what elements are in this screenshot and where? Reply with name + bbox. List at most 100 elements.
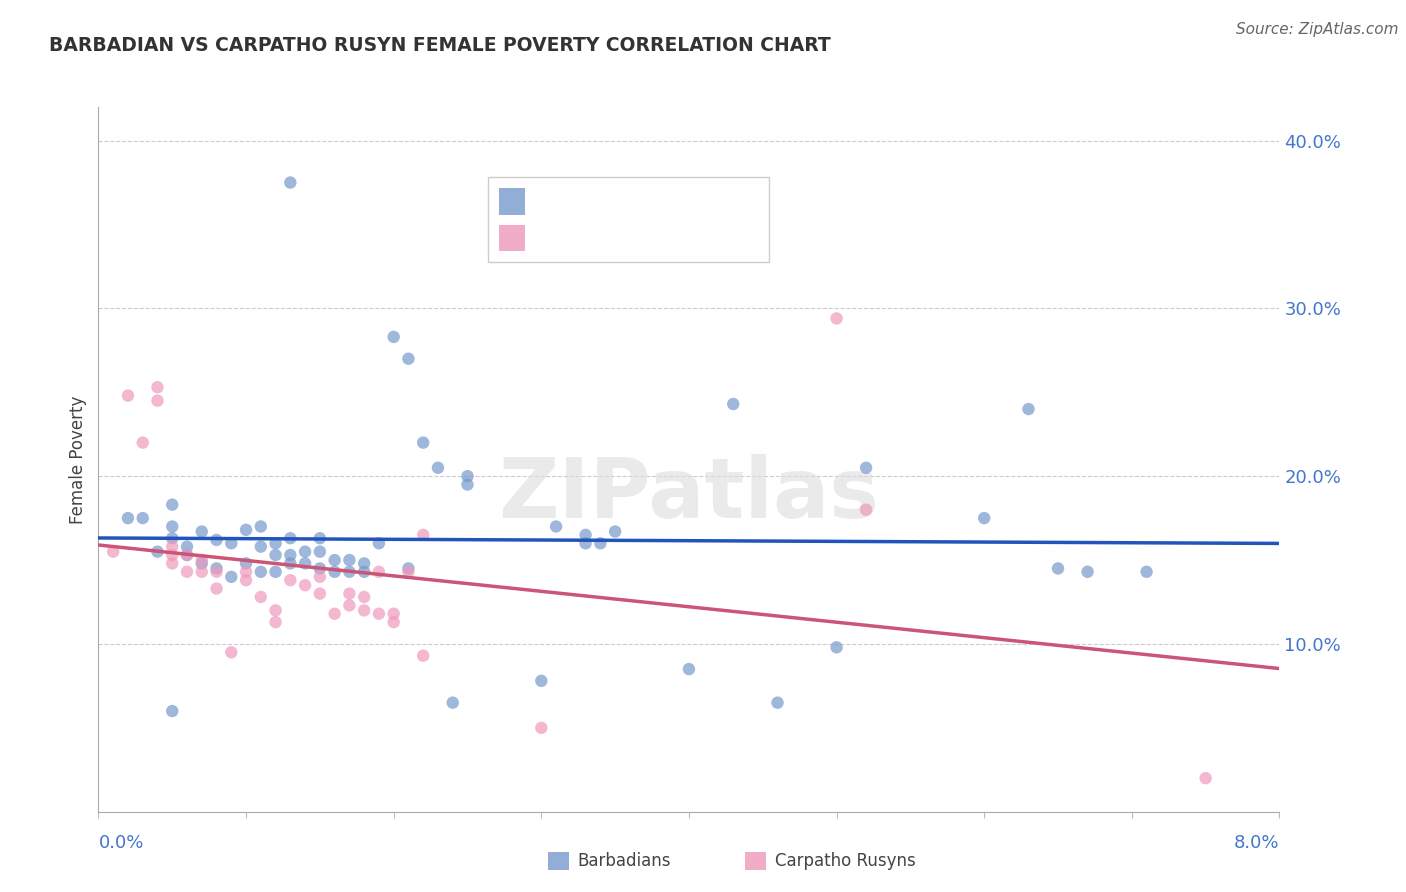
Point xyxy=(250,519,273,533)
Point xyxy=(103,544,125,558)
Point xyxy=(280,176,302,190)
Point xyxy=(162,498,183,512)
Point xyxy=(280,557,302,571)
Text: R =: R = xyxy=(533,229,569,247)
Point xyxy=(235,565,257,579)
Y-axis label: Female Poverty: Female Poverty xyxy=(69,395,87,524)
Point xyxy=(146,544,169,558)
Point xyxy=(973,511,995,525)
Point xyxy=(1077,565,1099,579)
Point xyxy=(250,540,273,554)
Point xyxy=(294,557,316,571)
Point xyxy=(235,523,257,537)
Point xyxy=(132,435,155,450)
Point xyxy=(250,565,273,579)
Point xyxy=(1046,561,1070,575)
Point xyxy=(221,570,243,584)
Point xyxy=(398,561,420,575)
Point xyxy=(309,586,332,600)
Point xyxy=(162,548,183,562)
Point xyxy=(382,330,405,344)
Point xyxy=(176,540,198,554)
Point xyxy=(205,561,228,575)
Point xyxy=(162,704,183,718)
Point xyxy=(546,519,568,533)
Point xyxy=(162,540,183,554)
Point xyxy=(368,536,391,550)
Point xyxy=(280,548,302,562)
Point xyxy=(264,565,287,579)
Point xyxy=(1136,565,1159,579)
Point xyxy=(309,544,332,558)
Point xyxy=(457,477,479,491)
Point xyxy=(264,548,287,562)
Point xyxy=(146,380,169,394)
Point xyxy=(723,397,745,411)
Text: ZIPatlas: ZIPatlas xyxy=(499,454,879,535)
Text: 0.071: 0.071 xyxy=(572,229,626,247)
Point xyxy=(855,460,877,475)
Point xyxy=(162,519,183,533)
Point xyxy=(1018,402,1040,417)
Point xyxy=(162,531,183,545)
Point xyxy=(205,582,228,596)
Point xyxy=(339,553,361,567)
Point xyxy=(382,607,405,621)
Point xyxy=(575,536,598,550)
Point xyxy=(353,557,375,571)
Point xyxy=(162,557,183,571)
Point xyxy=(412,435,434,450)
Text: Barbadians: Barbadians xyxy=(578,852,672,870)
Point xyxy=(678,662,700,676)
Point xyxy=(457,469,479,483)
Point xyxy=(441,696,464,710)
Text: 0.053: 0.053 xyxy=(572,193,626,211)
Point xyxy=(250,590,273,604)
Point xyxy=(309,570,332,584)
Point xyxy=(309,531,332,545)
Point xyxy=(1195,771,1218,785)
Point xyxy=(294,544,316,558)
Point xyxy=(117,389,139,403)
Point xyxy=(353,565,375,579)
Text: Carpatho Rusyns: Carpatho Rusyns xyxy=(775,852,915,870)
Point xyxy=(176,565,198,579)
Text: 40: 40 xyxy=(657,229,681,247)
Point xyxy=(589,536,612,550)
Point xyxy=(221,536,243,550)
Point xyxy=(339,586,361,600)
Point xyxy=(280,573,302,587)
Text: 63: 63 xyxy=(657,193,681,211)
Point xyxy=(530,721,553,735)
Point xyxy=(205,533,228,547)
Text: BARBADIAN VS CARPATHO RUSYN FEMALE POVERTY CORRELATION CHART: BARBADIAN VS CARPATHO RUSYN FEMALE POVER… xyxy=(49,36,831,54)
Point xyxy=(825,311,848,326)
Point xyxy=(368,565,391,579)
Point xyxy=(412,528,434,542)
Point xyxy=(353,590,375,604)
Point xyxy=(191,565,214,579)
Point xyxy=(427,460,450,475)
Point xyxy=(235,573,257,587)
Point xyxy=(221,645,243,659)
Point xyxy=(323,607,346,621)
Point xyxy=(575,528,598,542)
Point xyxy=(205,565,228,579)
Text: N =: N = xyxy=(614,229,662,247)
Point xyxy=(191,553,214,567)
Text: N =: N = xyxy=(614,193,662,211)
Point xyxy=(323,553,346,567)
Point xyxy=(264,536,287,550)
Point xyxy=(398,351,420,366)
Point xyxy=(176,548,198,562)
Point xyxy=(412,648,434,663)
Point xyxy=(117,511,139,525)
Text: R =: R = xyxy=(533,193,569,211)
Text: 8.0%: 8.0% xyxy=(1234,834,1279,852)
Point xyxy=(368,607,391,621)
Point xyxy=(353,603,375,617)
Point xyxy=(825,640,848,655)
Point xyxy=(264,615,287,629)
Point xyxy=(146,393,169,408)
Point xyxy=(855,502,877,516)
